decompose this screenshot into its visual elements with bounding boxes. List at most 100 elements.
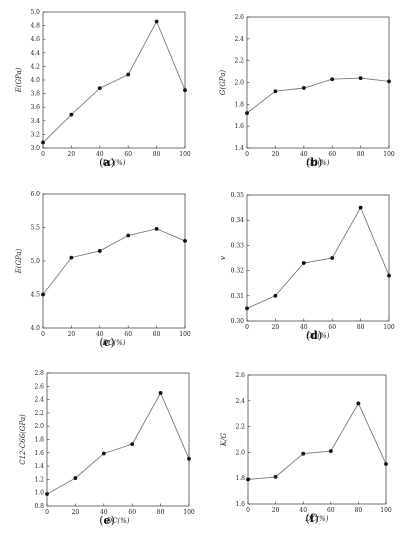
panel-label-e: (e) (99, 514, 115, 527)
data-point-e-4 (158, 391, 163, 395)
y-axis-label-f: K/G (220, 433, 228, 448)
panel-label-a: (a) (99, 156, 115, 169)
y-tick-label-d-2: 0.32 (231, 268, 245, 275)
data-point-d-2 (301, 261, 306, 265)
y-tick-label-a-1: 3.2 (30, 131, 40, 138)
x-tick-label-f-2: 40 (299, 507, 307, 514)
x-tick-label-b-4: 80 (357, 151, 365, 158)
x-tick-label-c-3: 60 (124, 331, 132, 338)
y-tick-label-f-3: 2.2 (235, 424, 245, 431)
data-point-d-5 (387, 273, 391, 278)
data-point-f-4 (356, 401, 361, 406)
y-tick-label-f-1: 1.8 (235, 475, 245, 482)
x-axis-label-e: DC(%) (105, 517, 129, 525)
x-tick-label-a-0: 0 (41, 151, 45, 158)
data-point-b-2 (301, 86, 306, 90)
x-tick-label-f-3: 60 (327, 507, 335, 514)
data-point-e-5 (187, 456, 191, 461)
y-tick-label-a-5: 4.0 (30, 77, 40, 84)
data-point-d-3 (330, 256, 335, 260)
y-tick-label-f-0: 1.6 (235, 501, 245, 508)
data-point-b-4 (358, 76, 363, 81)
data-point-e-2 (101, 451, 106, 456)
x-tick-label-a-4: 80 (153, 151, 161, 158)
data-point-f-2 (301, 451, 306, 456)
x-tick-label-a-5: 100 (179, 151, 191, 158)
y-tick-label-f-5: 2.6 (235, 372, 245, 379)
y-tick-label-e-5: 1.8 (34, 437, 44, 444)
x-axis-label-a: DC(%) (101, 159, 125, 167)
y-tick-label-b-5: 2.4 (234, 36, 244, 43)
x-tick-label-e-2: 40 (100, 509, 108, 516)
y-tick-label-e-9: 2.6 (34, 383, 44, 390)
x-tick-label-c-5: 100 (179, 331, 191, 338)
data-point-c-1 (69, 255, 74, 260)
x-axis-label-b: DC(%) (305, 159, 329, 167)
y-axis-label-d: v (219, 256, 227, 260)
y-tick-label-b-1: 1.6 (234, 123, 244, 130)
y-tick-label-b-6: 2.6 (234, 14, 244, 21)
data-point-f-0 (246, 477, 250, 482)
y-tick-label-e-10: 2.8 (34, 370, 44, 377)
data-point-b-3 (330, 77, 335, 82)
x-tick-label-d-5: 100 (383, 324, 395, 331)
y-tick-label-e-7: 2.2 (34, 410, 44, 417)
x-tick-label-e-1: 20 (72, 509, 80, 516)
y-tick-label-b-4: 2.2 (234, 58, 244, 65)
y-axis-label-a: E(GPa) (15, 67, 23, 93)
panel-label-b: (b) (306, 156, 322, 169)
data-point-c-4 (154, 226, 159, 231)
x-tick-label-f-4: 80 (355, 507, 363, 514)
data-point-f-1 (273, 475, 278, 479)
y-tick-label-e-4: 1.6 (34, 450, 44, 457)
y-tick-label-e-3: 1.4 (34, 463, 44, 470)
x-tick-label-c-0: 0 (41, 331, 45, 338)
series-line-b (246, 77, 390, 114)
x-axis-label-c: DC(%) (101, 339, 125, 347)
data-point-e-0 (45, 492, 49, 496)
x-tick-label-f-0: 0 (246, 507, 250, 514)
y-tick-label-f-4: 2.4 (235, 398, 245, 405)
data-point-d-4 (358, 205, 363, 210)
y-tick-label-a-4: 3.8 (30, 91, 40, 98)
y-tick-label-c-0: 4.0 (30, 325, 40, 332)
data-point-b-0 (245, 111, 249, 115)
y-tick-label-d-3: 0.33 (231, 242, 245, 249)
y-tick-label-c-2: 5.0 (30, 258, 40, 265)
y-tick-label-d-4: 0.34 (231, 217, 245, 224)
x-tick-label-c-1: 20 (68, 331, 76, 338)
data-point-c-0 (41, 292, 45, 297)
x-tick-label-e-5: 100 (183, 509, 195, 516)
y-axis-label-e: C12-C66(GPa) (19, 414, 27, 465)
y-tick-label-b-2: 1.8 (234, 101, 244, 108)
data-point-d-0 (245, 306, 249, 311)
series-line-d (246, 206, 390, 309)
plot-frame-e (46, 372, 190, 507)
x-tick-label-d-0: 0 (245, 324, 249, 331)
plot-frame-c (42, 193, 186, 329)
x-tick-label-e-3: 60 (128, 509, 136, 516)
data-point-e-1 (73, 476, 78, 480)
y-tick-label-a-3: 3.6 (30, 104, 40, 111)
data-point-d-1 (273, 293, 278, 298)
data-point-a-3 (126, 72, 131, 77)
x-tick-label-b-5: 100 (383, 151, 395, 158)
y-tick-label-e-0: 0.8 (34, 503, 44, 510)
y-tick-label-a-2: 3.4 (30, 118, 40, 125)
y-tick-label-d-5: 0.35 (231, 192, 245, 199)
plot-frame-a (42, 11, 186, 149)
x-tick-label-d-2: 40 (300, 324, 308, 331)
series-line-a (42, 20, 186, 143)
data-point-a-0 (41, 140, 45, 145)
y-tick-label-a-8: 4.6 (30, 36, 40, 43)
y-tick-label-c-3: 5.5 (30, 225, 40, 232)
x-tick-label-b-3: 60 (328, 151, 336, 158)
y-tick-label-a-6: 4.2 (30, 63, 40, 70)
x-axis-label-f: DC(%) (304, 515, 328, 523)
data-point-c-2 (97, 249, 102, 253)
y-tick-label-a-7: 4.4 (30, 50, 40, 57)
y-axis-label-c: E(GPa) (15, 248, 23, 274)
y-tick-label-a-10: 5.0 (30, 9, 40, 16)
data-point-a-2 (97, 86, 102, 91)
